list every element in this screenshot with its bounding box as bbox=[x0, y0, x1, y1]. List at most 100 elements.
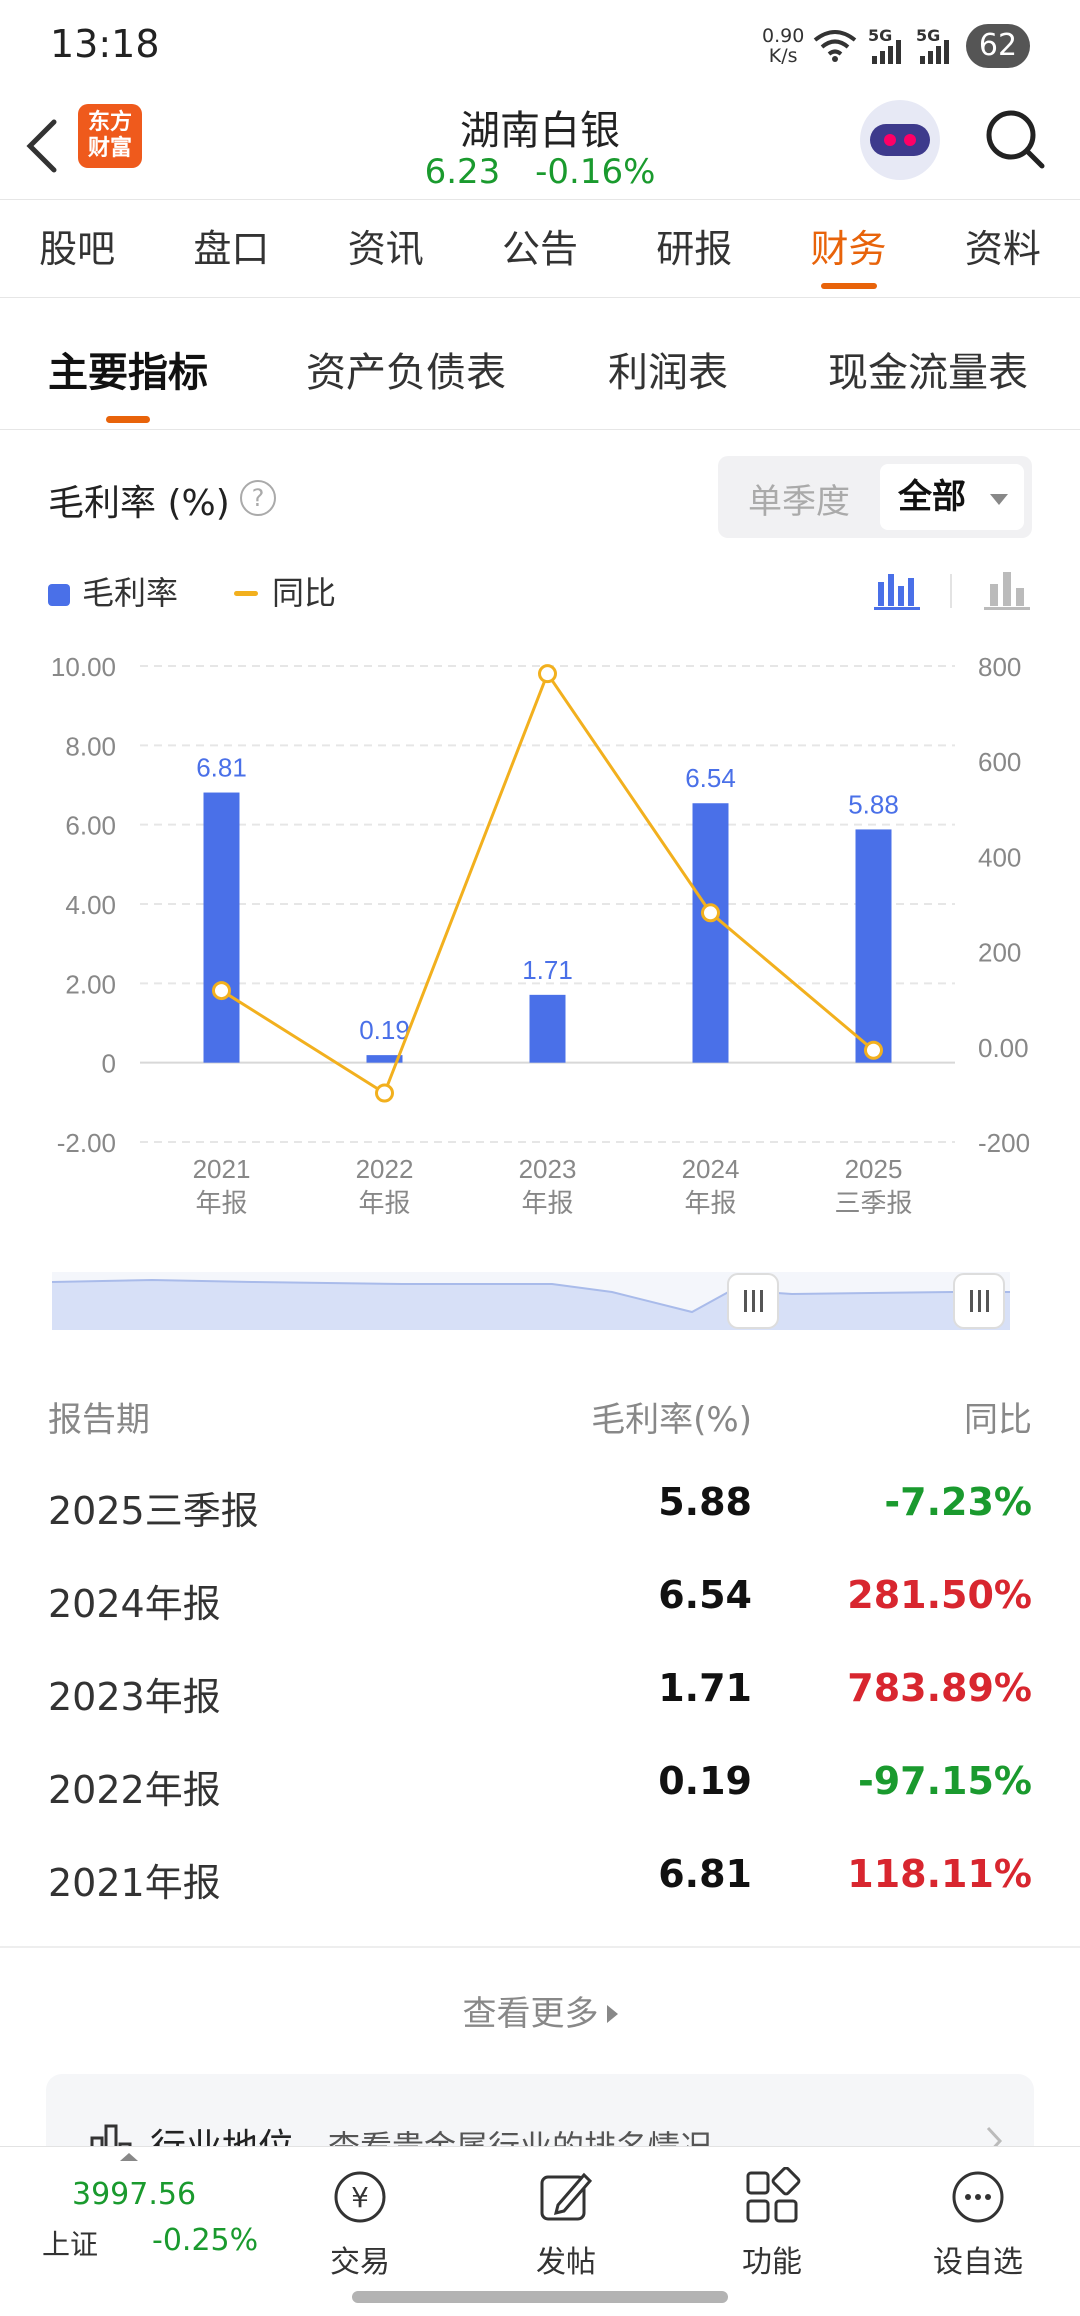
section-divider bbox=[0, 1946, 1080, 1948]
help-icon[interactable]: ? bbox=[240, 480, 276, 516]
header-gross-margin: 毛利率(%) bbox=[591, 1400, 752, 1440]
tab-announcements[interactable]: 公告 bbox=[501, 227, 578, 271]
row-value: 1.71 bbox=[658, 1666, 752, 1710]
view-more-link[interactable]: 查看更多 bbox=[0, 1986, 1080, 2035]
row-yoy: 783.89% bbox=[847, 1666, 1032, 1710]
period-all-label: 全部 bbox=[898, 477, 966, 517]
stock-change: -0.16% bbox=[535, 152, 656, 192]
tab-finance[interactable]: 财务 bbox=[771, 200, 925, 297]
x-tick-period: 年报 bbox=[358, 1189, 410, 1219]
gross-margin-chart: 10.00 8.00 6.00 4.00 2.00 0 -2.00 800 600 400 200 0… bbox=[51, 652, 1030, 1219]
functions-label: 功能 bbox=[742, 2245, 802, 2280]
chart-range-slider[interactable] bbox=[52, 1272, 1010, 1330]
chevron-up-icon[interactable] bbox=[120, 2153, 138, 2161]
row-period: 2023年报 bbox=[48, 1675, 221, 1719]
row-period: 2025三季报 bbox=[48, 1489, 259, 1533]
sim2-label: 5G bbox=[916, 26, 941, 45]
bar bbox=[855, 829, 892, 1063]
row-period: 2022年报 bbox=[48, 1768, 221, 1812]
home-indicator bbox=[352, 2291, 728, 2303]
bar-chart-view-icon[interactable] bbox=[874, 566, 920, 612]
y-left-tick: -2.00 bbox=[57, 1128, 116, 1158]
signal-icon bbox=[872, 40, 901, 64]
x-tick-period: 年报 bbox=[195, 1189, 247, 1219]
table-row: 2024年报 6.54 281.50% bbox=[48, 1561, 1032, 1654]
bottom-bar: 3997.56 上证 -0.25% ¥ 交易 发帖 功能 设自选 bbox=[0, 2146, 1080, 2316]
bar-value-label: 5.88 bbox=[848, 789, 899, 819]
subtab-key-metrics[interactable]: 主要指标 bbox=[48, 350, 208, 396]
row-value: 5.88 bbox=[658, 1480, 752, 1524]
bar bbox=[366, 1055, 403, 1063]
trade-button[interactable]: ¥ 交易 bbox=[290, 2167, 430, 2281]
wifi-icon bbox=[813, 30, 857, 62]
assistant-avatar-icon[interactable] bbox=[860, 100, 940, 180]
row-value: 6.81 bbox=[658, 1852, 752, 1896]
slider-handle-right[interactable] bbox=[953, 1273, 1005, 1329]
y-left-tick: 8.00 bbox=[65, 731, 116, 761]
industry-rank-card[interactable]: 行业地位 查看贵金属行业的排名情况 bbox=[46, 2074, 1034, 2154]
network-speed-value: 0.90 bbox=[762, 25, 805, 47]
more-icon bbox=[952, 2171, 1004, 2223]
tab-news[interactable]: 资讯 bbox=[347, 227, 424, 271]
bar bbox=[692, 803, 729, 1063]
subtab-cash-flow[interactable]: 现金流量表 bbox=[828, 350, 1028, 396]
bar-value-label: 6.54 bbox=[685, 763, 736, 793]
finance-subtabs: 主要指标 资产负债表 利润表 现金流量表 bbox=[0, 300, 1080, 430]
signal-icon-2 bbox=[920, 40, 949, 64]
period-single-quarter[interactable]: 单季度 bbox=[748, 482, 850, 522]
stock-name: 湖南白银 bbox=[460, 108, 620, 154]
yoy-point bbox=[375, 1083, 394, 1103]
subtab-income-statement[interactable]: 利润表 bbox=[608, 350, 728, 396]
x-tick-year: 2025 bbox=[845, 1154, 903, 1184]
legend-bar-label: 毛利率 bbox=[82, 574, 179, 612]
row-period: 2021年报 bbox=[48, 1861, 221, 1905]
index-name[interactable]: 上证 bbox=[42, 2228, 99, 2261]
functions-button[interactable]: 功能 bbox=[702, 2166, 842, 2281]
subtab-balance-sheet[interactable]: 资产负债表 bbox=[306, 350, 506, 396]
bar-value-label: 1.71 bbox=[522, 955, 573, 985]
x-tick-year: 2021 bbox=[193, 1154, 251, 1184]
tab-profile[interactable]: 资料 bbox=[964, 227, 1041, 271]
post-button[interactable]: 发帖 bbox=[496, 2167, 636, 2281]
x-tick-year: 2023 bbox=[519, 1154, 577, 1184]
table-row: 2021年报 6.81 118.11% bbox=[48, 1840, 1032, 1933]
y-right-tick: 600 bbox=[978, 747, 1021, 777]
tab-research[interactable]: 研报 bbox=[656, 227, 733, 271]
logo-line2: 财富 bbox=[87, 136, 132, 161]
metric-title: 毛利率 (%) bbox=[48, 483, 230, 524]
yoy-point bbox=[701, 903, 720, 923]
x-tick-period: 年报 bbox=[521, 1189, 573, 1219]
row-period: 2024年报 bbox=[48, 1582, 221, 1626]
y-right-tick: 400 bbox=[978, 842, 1021, 872]
network-speed-unit: K/s bbox=[768, 45, 798, 67]
row-value: 0.19 bbox=[658, 1759, 752, 1803]
row-yoy: 281.50% bbox=[847, 1573, 1032, 1617]
back-icon[interactable] bbox=[22, 116, 62, 176]
chart-legend: 毛利率 同比 bbox=[48, 568, 336, 614]
network-speed: 0.90 K/s bbox=[762, 26, 804, 66]
tab-pankou[interactable]: 盘口 bbox=[193, 227, 270, 271]
battery-indicator: 62 bbox=[966, 24, 1030, 68]
x-tick-year: 2024 bbox=[682, 1154, 740, 1184]
row-yoy: -7.23% bbox=[884, 1480, 1032, 1524]
stacked-chart-view-icon[interactable] bbox=[984, 566, 1030, 612]
y-left-tick: 6.00 bbox=[65, 811, 116, 841]
search-icon[interactable] bbox=[982, 106, 1048, 172]
x-tick-period: 三季报 bbox=[834, 1189, 912, 1219]
yoy-point bbox=[538, 664, 557, 684]
index-change[interactable]: -0.25% bbox=[152, 2223, 259, 2258]
y-left-tick: 2.00 bbox=[65, 969, 116, 999]
trade-icon: ¥ bbox=[334, 2171, 386, 2223]
sim1-label: 5G bbox=[868, 26, 893, 45]
index-value[interactable]: 3997.56 bbox=[72, 2177, 197, 2212]
stock-price: 6.23 bbox=[424, 152, 501, 192]
bar bbox=[529, 994, 566, 1063]
slider-handle-left[interactable] bbox=[727, 1273, 779, 1329]
period-all-dropdown[interactable]: 全部 bbox=[880, 464, 1024, 530]
stock-tabs: 股吧 盘口 资讯 公告 研报 财务 资料 bbox=[0, 200, 1080, 298]
app-logo[interactable]: 东方 财富 bbox=[78, 104, 142, 168]
header-yoy: 同比 bbox=[964, 1400, 1032, 1440]
tab-guba[interactable]: 股吧 bbox=[39, 227, 116, 271]
add-watchlist-button[interactable]: 设自选 bbox=[908, 2167, 1048, 2281]
trade-label: 交易 bbox=[330, 2245, 390, 2280]
